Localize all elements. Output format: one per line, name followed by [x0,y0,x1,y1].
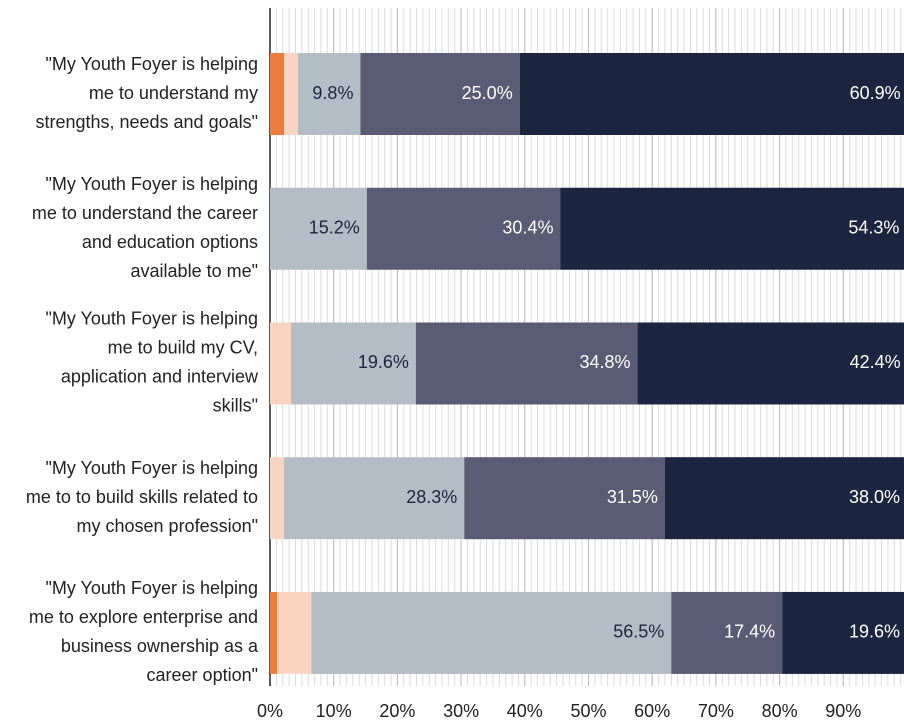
value-label: 31.5% [607,487,658,507]
value-label: 19.6% [849,622,900,642]
category-label: me to understand the career [32,203,258,223]
category-label: me to to build skills related to [26,487,258,507]
x-tick-label: 60% [634,701,670,721]
bar-segment [560,187,904,270]
x-tick-label: 30% [443,701,479,721]
category-label: application and interview [61,367,259,387]
value-label: 56.5% [613,622,664,642]
category-label: skills" [213,396,258,416]
category-label: me to build my CV, [108,338,258,358]
x-tick-label: 10% [316,701,352,721]
bar-segment [366,187,561,270]
category-label: strengths, needs and goals" [35,112,258,132]
x-tick-label: 50% [570,701,606,721]
bar-segment [270,591,278,674]
bar-segment [270,457,285,540]
category-label: "My Youth Foyer is helping [45,309,258,329]
category-label: "My Youth Foyer is helping [45,174,258,194]
category-label: career option" [147,665,258,685]
value-label: 17.4% [724,622,775,642]
value-label: 54.3% [848,217,899,237]
x-tick-label: 70% [698,701,734,721]
value-label: 42.4% [850,352,901,372]
bar-segment [270,187,367,270]
bar-segment [664,457,904,540]
value-label: 15.2% [309,217,360,237]
value-label: 25.0% [462,83,513,103]
category-label: my chosen profession" [77,516,258,536]
x-tick-label: 90% [825,701,861,721]
x-tick-label: 40% [507,701,543,721]
x-tick-label: 20% [379,701,415,721]
bar-segment [291,322,416,405]
value-label: 19.6% [358,352,409,372]
value-label: 9.8% [312,83,353,103]
bar-segment [519,53,904,135]
bar-segment [270,53,285,135]
category-label: "My Youth Foyer is helping [45,54,258,74]
x-tick-label: 80% [762,701,798,721]
value-label: 34.8% [580,352,631,372]
value-label: 60.9% [850,83,901,103]
bar-segment [415,322,638,405]
bar-segment [360,53,520,135]
bar-segment [270,322,292,405]
category-label: me to explore enterprise and [29,607,258,627]
value-label: 30.4% [502,217,553,237]
bar-segment [464,457,665,540]
category-label: me to understand my [89,83,258,103]
bar-segment [277,591,312,674]
category-label: "My Youth Foyer is helping [45,578,258,598]
category-label: "My Youth Foyer is helping [45,458,258,478]
category-label: available to me" [131,261,258,281]
bar-segment [311,591,672,674]
category-label: and education options [82,232,258,252]
bar-segment [284,53,299,135]
value-label: 28.3% [406,487,457,507]
bar-segment [298,53,361,135]
bar-segment [671,591,783,674]
value-label: 38.0% [849,487,900,507]
category-label: business ownership as a [61,636,259,656]
bar-segment [637,322,904,405]
x-tick-label: 0% [257,701,283,721]
bar-segment [284,457,465,540]
bar-segment [782,591,904,674]
